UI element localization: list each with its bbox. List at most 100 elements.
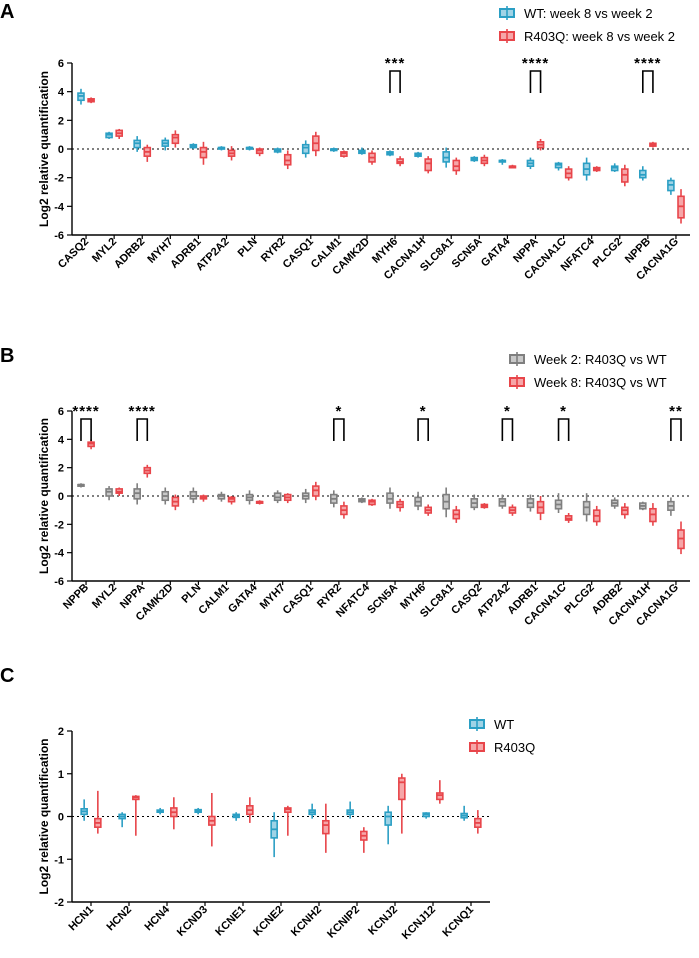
box-wt-kcnj12 <box>422 812 430 819</box>
box-r403q-week-8-vs-week-2-myl2 <box>115 128 123 139</box>
category-label-hcn4: HCN4 <box>142 903 172 933</box>
box-week-8-r403q-vs-wt-cacna1h <box>649 503 657 526</box>
box-r403q-week-8-vs-week-2-pln <box>255 147 264 157</box>
box-week-2-r403q-vs-wt-nppa <box>133 483 141 505</box>
y-tick-label: -1 <box>54 854 64 866</box>
y-tick-label: -2 <box>54 519 64 531</box>
box-wt-week-8-vs-week-2-atp2a2 <box>217 146 226 151</box>
box-week-2-r403q-vs-wt-cacna1g <box>667 497 675 516</box>
legend-item-wt-week-8-vs-week-2: WT: week 8 vs week 2 <box>499 6 653 21</box>
box-week-8-r403q-vs-wt-plcg2 <box>592 505 601 526</box>
panel-b: B Log2 relative quantification-6 -4 -2 0 2 4 6 N… <box>0 345 690 629</box>
significance-atp2a2: * <box>501 403 514 441</box>
box-week-2-r403q-vs-wt-myl2 <box>105 486 113 501</box>
y-tick-label: -2 <box>54 897 64 909</box>
box-wt-kcne2 <box>270 812 278 858</box>
category-label-kcne1: KCNE1 <box>213 904 248 939</box>
box-r403q-hcn4 <box>170 797 178 830</box>
y-tick-label: 0 <box>58 812 64 824</box>
y-axis-label: Log2 relative quantification <box>37 71 51 227</box>
y-tick-label: -6 <box>54 576 64 588</box>
box-week-2-r403q-vs-wt-scn5a <box>386 487 394 509</box>
box-week-8-r403q-vs-wt-casq1 <box>312 481 320 501</box>
panel-letter: A <box>0 1 14 23</box>
box-week-8-r403q-vs-wt-myh6 <box>424 504 432 516</box>
bracket <box>501 418 514 441</box>
legend: WT R403Q <box>469 717 535 755</box>
panel-letter: C <box>0 665 14 687</box>
significance-label: **** <box>72 403 99 420</box>
box-r403q-week-8-vs-week-2-gata4 <box>508 164 517 169</box>
category-label-nppb: NPPB <box>61 582 91 612</box>
box-wt-week-8-vs-week-2-slc8a1 <box>442 147 450 168</box>
box-wt-week-8-vs-week-2-adrb2 <box>133 136 141 152</box>
box <box>424 158 432 172</box>
significance-nppa: **** <box>129 403 156 441</box>
category-label-kcnj2: KCNJ2 <box>366 904 400 938</box>
box-r403q-kcne1 <box>246 797 254 823</box>
category-label-kcnq1: KCNQ1 <box>440 904 476 940</box>
box-r403q-week-8-vs-week-2-casq2 <box>87 97 95 104</box>
legend-label: Week 8: R403Q vs WT <box>534 375 667 390</box>
bracket <box>389 70 401 93</box>
significance-myh6: *** <box>385 55 404 93</box>
box-week-8-r403q-vs-wt-pln <box>199 494 208 502</box>
box <box>301 143 310 155</box>
box-wt-week-8-vs-week-2-calm1 <box>330 147 338 152</box>
box-week-8-r403q-vs-wt-nfatc4 <box>368 498 376 506</box>
significance-nppb: **** <box>72 403 99 441</box>
box <box>436 792 444 801</box>
box-week-2-r403q-vs-wt-myh7 <box>273 490 282 504</box>
box-week-8-r403q-vs-wt-nppb <box>87 439 95 450</box>
box-r403q-hcn2 <box>132 795 140 836</box>
box-wt-week-8-vs-week-2-nppb <box>639 166 647 181</box>
legend-item-wt: WT <box>469 717 514 732</box>
significance-label: * <box>420 403 427 420</box>
box-r403q-week-8-vs-week-2-myh6 <box>396 156 404 167</box>
significance-label: ** <box>669 403 683 420</box>
box-wt-kcnj2 <box>384 805 392 845</box>
category-label-scn5a: SCN5A <box>450 236 485 271</box>
category-label-casq1: CASQ1 <box>281 582 316 617</box>
bracket <box>642 70 654 93</box>
box-r403q-week-8-vs-week-2-atp2a2 <box>227 146 236 161</box>
box-wt-kcnd3 <box>194 807 202 815</box>
box-r403q-kcnip2 <box>360 827 368 853</box>
box-r403q-week-8-vs-week-2-cacna1g <box>677 189 685 224</box>
bracket <box>529 70 542 93</box>
box-week-8-r403q-vs-wt-cacna1c <box>564 513 573 523</box>
legend-item-week-8-r403q-vs-wt: Week 8: R403Q vs WT <box>509 375 667 390</box>
box <box>398 777 406 801</box>
box-week-2-r403q-vs-wt-cacna1h <box>639 501 647 511</box>
box-wt-week-8-vs-week-2-cacna1h <box>414 151 422 158</box>
box-week-8-r403q-vs-wt-nppa <box>143 464 152 478</box>
category-label-kcnh2: KCNH2 <box>289 904 324 939</box>
y-tick-label: 4 <box>58 87 65 99</box>
box-r403q-week-8-vs-week-2-adrb2 <box>143 144 152 162</box>
box-week-8-r403q-vs-wt-casq2 <box>480 503 489 509</box>
box-wt-kcne1 <box>232 812 240 821</box>
box-r403q-week-8-vs-week-2-calm1 <box>340 150 348 158</box>
box-r403q-kcnj12 <box>436 780 444 804</box>
box-wt-week-8-vs-week-2-nppa <box>526 157 535 170</box>
box-wt-week-8-vs-week-2-cacna1g <box>667 177 675 195</box>
significance-label: * <box>504 403 511 420</box>
box-r403q-week-8-vs-week-2-nppa <box>536 138 545 151</box>
legend-item-r403q-week-8-vs-week-2: R403Q: week 8 vs week 2 <box>499 29 675 44</box>
category-label-pln: PLN <box>236 236 260 260</box>
box-wt-kcnip2 <box>346 801 354 819</box>
category-label-kcnd3: KCND3 <box>175 904 210 939</box>
y-tick-label: 6 <box>58 58 64 70</box>
y-tick-label: 2 <box>58 463 64 475</box>
box-week-2-r403q-vs-wt-camk2d <box>161 487 170 505</box>
category-label-hcn1: HCN1 <box>66 904 96 934</box>
significance-nppb: **** <box>634 55 661 93</box>
significance-cacna1c: * <box>557 403 570 441</box>
box-wt-week-8-vs-week-2-ryr2 <box>273 147 282 154</box>
box-week-2-r403q-vs-wt-ryr2 <box>330 490 338 508</box>
legend: WT: week 8 vs week 2 R403Q: week 8 vs wee… <box>499 6 675 44</box>
category-label-scn5a: SCN5A <box>365 582 400 617</box>
significance-label: **** <box>129 403 156 420</box>
box-r403q-week-8-vs-week-2-nppb <box>649 141 657 148</box>
